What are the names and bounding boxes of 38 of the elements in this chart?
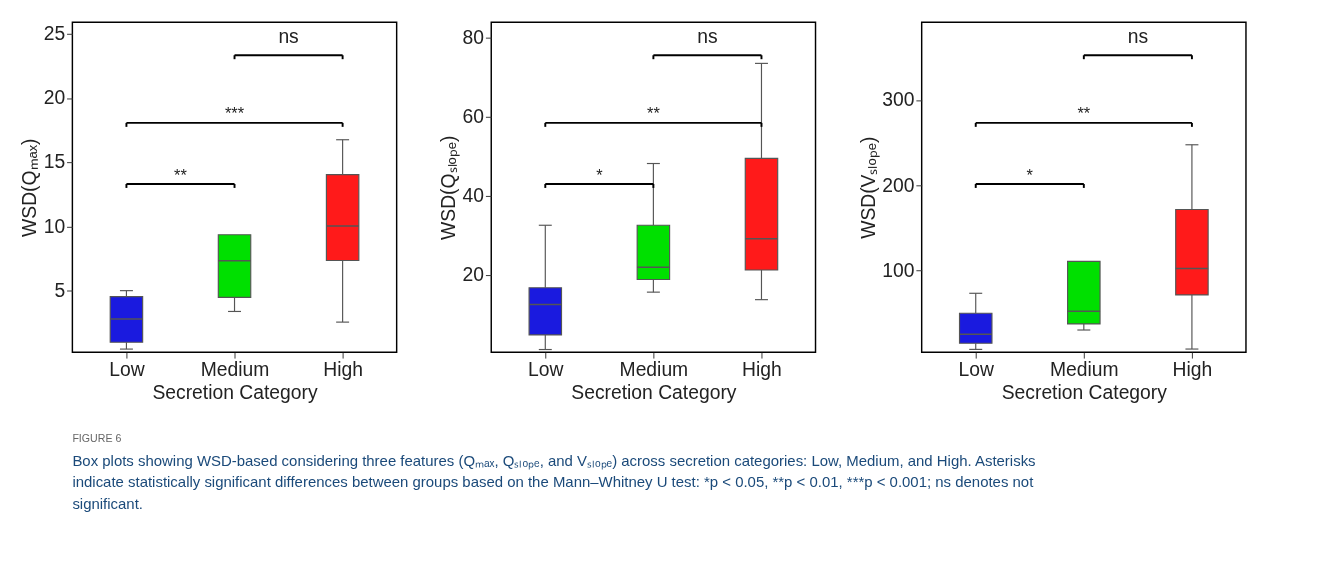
annotation: ns: [697, 26, 718, 48]
y-tick-label: 10: [43, 215, 66, 237]
y-tick-label: 5: [54, 279, 66, 301]
y-tick-label: 100: [882, 260, 915, 282]
x-axis-title: Secretion Category: [571, 382, 737, 404]
x-tick-label: Medium: [1049, 358, 1119, 380]
text: FIGURE 6: [72, 432, 122, 445]
text: Box plots showing WSD-based considering three features (Qₘₐₓ, Qₛₗₒₚₑ, and Vₛₗₒₚₑ) across secretion categories: Low, Medium, and High. Asterisks indicate statistically significant differences between groups based on the Mann–Whitney U test: *p < 0.05, **p < 0.01, ***p < 0.001; ns denotes not significant.: [72, 452, 1036, 512]
x-tick-label: Low: [958, 358, 994, 380]
y-tick-label: 300: [882, 89, 915, 111]
annotation: ns: [278, 26, 299, 48]
x-tick-label: High: [1172, 358, 1213, 380]
y-axis-title: WSD(Vₛₗₒₚₑ): [857, 136, 880, 239]
x-tick-label: Low: [528, 358, 564, 380]
y-tick-label: 25: [43, 23, 66, 45]
x-tick-label: High: [742, 358, 782, 380]
y-tick-label: 60: [462, 105, 485, 127]
y-axis-title: WSD(Qₛₗₒₚₑ): [437, 135, 460, 240]
annotation: *: [1026, 165, 1034, 184]
x-axis-title: Secretion Category: [152, 382, 318, 404]
annotation: **: [647, 104, 661, 123]
annotation: ns: [1127, 26, 1149, 48]
annotation: ***: [224, 104, 245, 123]
y-tick-label: 200: [882, 174, 915, 196]
y-tick-label: 80: [462, 26, 485, 48]
x-tick-label: Medium: [619, 358, 689, 380]
annotation: **: [174, 165, 188, 184]
y-tick-label: 20: [43, 87, 66, 109]
x-tick-label: Medium: [200, 358, 270, 380]
y-tick-label: 15: [43, 151, 66, 173]
x-tick-label: Low: [109, 358, 145, 380]
y-tick-label: 20: [462, 264, 485, 285]
y-tick-label: 40: [462, 184, 485, 206]
annotation: *: [596, 165, 604, 184]
x-axis-title: Secretion Category: [1001, 382, 1168, 404]
y-axis-title: WSD(Qₘₐₓ): [18, 138, 40, 237]
annotation: **: [1077, 104, 1091, 123]
x-tick-label: High: [323, 358, 363, 380]
